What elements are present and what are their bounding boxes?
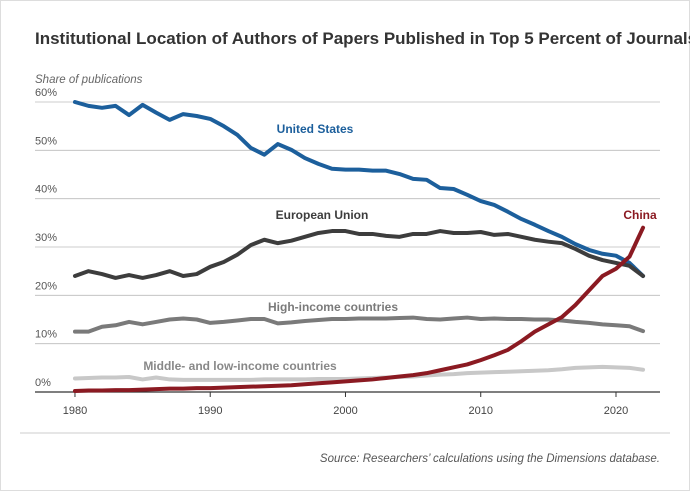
series-label: China (623, 208, 657, 222)
series-line (72, 225, 646, 394)
y-tick-label: 60% (35, 87, 57, 99)
x-tick-label: 1980 (63, 405, 87, 417)
y-tick-label: 20% (35, 280, 57, 292)
series-label: European Union (276, 208, 369, 222)
x-tick-label: 1990 (198, 405, 222, 417)
x-tick-label: 2020 (604, 405, 628, 417)
series-line (72, 229, 646, 280)
source-note: Source: Researchers’ calculations using … (320, 453, 660, 465)
y-tick-label: 30% (35, 232, 57, 244)
y-tick-label: 40% (35, 184, 57, 196)
series-label: United States (277, 122, 354, 136)
y-tick-label: 10% (35, 329, 57, 341)
y-axis-label: Share of publications (35, 74, 143, 86)
y-tick-label: 50% (35, 135, 57, 147)
series-line (72, 100, 646, 278)
x-tick-label: 2010 (468, 405, 492, 417)
y-tick-label: 0% (35, 377, 51, 389)
series-label: Middle- and low-income countries (143, 359, 337, 373)
x-tick-label: 2000 (333, 405, 357, 417)
chart-title: Institutional Location of Authors of Pap… (35, 29, 690, 48)
series-label: High-income countries (268, 300, 398, 314)
series-line (72, 315, 646, 334)
